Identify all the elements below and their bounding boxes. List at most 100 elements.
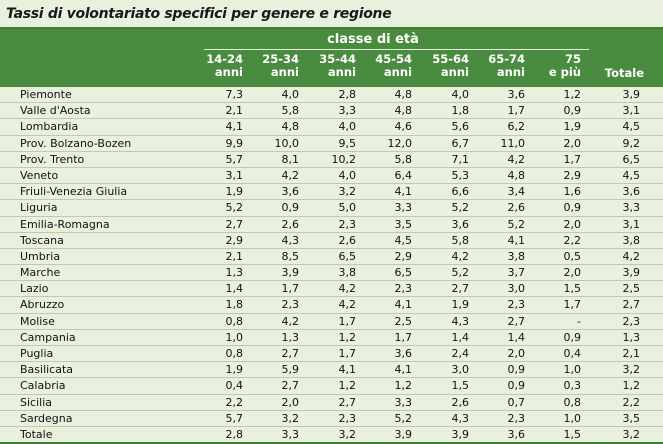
table-cell: 2,8 [338,88,357,101]
table-cell: 3,9 [394,427,413,441]
cell-total: 2,7 [622,298,641,312]
table-cell: 4,2 [338,282,357,296]
table-cell: 1,3 [281,330,300,344]
region-name: Piemonte [20,88,72,101]
table-cell: 5,3 [451,168,470,182]
table-cell: 4,2 [338,298,357,312]
cell-total: 3,1 [622,217,641,231]
table-header: classe di età 14-24 anni 25-34 anni 35-44 ann… [0,29,663,87]
table-cell: 2,9 [225,233,244,247]
table-cell: 10,2 [331,152,357,166]
table-cell: 1,7 [281,282,300,296]
table-cell: 1,7 [563,298,582,312]
table-cell: 4,8 [394,88,413,101]
table-cell: 5,2 [451,201,470,215]
table-cell: 2,0 [563,217,582,231]
column-header-6: 75 e più [525,53,581,79]
table-cell: 2,6 [451,395,470,409]
table-cell: 4,0 [281,88,300,101]
table-cell: 2,1 [225,249,244,263]
table-cell: 1,9 [563,120,582,134]
table-cell: 3,6 [394,347,413,360]
cell-total: 2,5 [622,282,641,296]
cell-total: 4,5 [622,120,641,134]
table-cell: 0,3 [563,379,582,393]
region-name: Calabria [20,379,66,393]
region-name: Totale [20,427,53,441]
region-name: Emilia-Romagna [20,217,110,231]
table-cell: 7,3 [225,88,244,101]
cell-total: 3,8 [622,233,641,247]
cell-total: 2,2 [622,395,641,409]
column-header-3: 45-54 anni [356,53,412,79]
region-name: Umbria [20,249,61,263]
table-cell: 6,7 [451,136,470,150]
cell-total: 3,1 [622,104,641,118]
table-cell: 3,5 [394,217,413,231]
table-cell: 2,3 [281,298,300,312]
table-row: Lombardia 4,1 4,8 4,0 4,6 5,6 6,2 1,9 4,5 [0,119,663,136]
table-cell: 3,6 [507,88,526,101]
table-cell: 5,6 [451,120,470,134]
table-cell: 3,3 [338,104,357,118]
table-cell: 6,2 [507,120,526,134]
column-header-line2: anni [383,65,412,79]
table-cell: 4,2 [507,152,526,166]
region-name: Prov. Bolzano-Bozen [20,136,132,150]
table-cell: 3,3 [394,201,413,215]
column-header-line2: anni [270,65,299,79]
table-cell: 5,0 [338,201,357,215]
table-row: Emilia-Romagna 2,7 2,6 2,3 3,5 3,6 5,2 2,0 3,1 [0,217,663,233]
column-header-0: 14-24 anni [187,53,243,79]
age-group-header: classe di età [327,32,419,47]
region-name: Sicilia [20,395,52,409]
table-cell: 4,3 [451,411,470,425]
table-cell: 2,8 [225,427,244,441]
table-row: Totale 2,8 3,3 3,2 3,9 3,9 3,6 1,5 3,2 [0,427,663,444]
table-cell: 8,1 [281,152,300,166]
column-header-line1: 14-24 [206,52,243,66]
table-cell: 2,9 [563,168,582,182]
table-cell: 1,9 [225,185,244,199]
table-row: Basilicata 1,9 5,9 4,1 4,1 3,0 0,9 1,0 3,2 [0,362,663,379]
table-cell: 1,2 [563,88,582,101]
table-row: Campania 1,0 1,3 1,2 1,7 1,4 1,4 0,9 1,3 [0,330,663,346]
table-cell: 4,6 [394,120,413,134]
table-cell: 1,6 [563,185,582,199]
column-header-2: 35-44 anni [300,53,356,79]
table-cell: 1,7 [338,347,357,360]
cell-total: 1,2 [622,379,641,393]
table-cell: 4,1 [394,185,413,199]
table-cell: 10,0 [274,136,300,150]
table-row: Valle d'Aosta 2,1 5,8 3,3 4,8 1,8 1,7 0,9 3,1 [0,103,663,120]
table-cell: 2,3 [394,282,413,296]
table-cell: 4,1 [394,363,413,377]
table-cell: 3,3 [281,427,300,441]
table-cell: 4,1 [338,363,357,377]
table-cell: 4,0 [338,168,357,182]
table-cell: 3,1 [225,168,244,182]
table-cell: 9,5 [338,136,357,150]
table-cell: 1,3 [225,266,244,280]
table-cell: 0,5 [563,249,582,263]
column-header-line2: anni [214,65,243,79]
table-cell: 4,2 [451,249,470,263]
table-cell: 0,7 [507,395,526,409]
cell-total: 2,1 [622,347,641,360]
table-cell: 1,2 [338,379,357,393]
table-cell: 9,9 [225,136,244,150]
table-cell: 0,8 [225,347,244,360]
table-cell: 2,7 [338,395,357,409]
cell-total: 6,5 [622,152,641,166]
table-cell: - [577,314,581,328]
region-name: Basilicata [20,363,74,377]
column-header-line2: anni [496,65,525,79]
table-cell: 2,5 [394,314,413,328]
cell-total: 3,6 [622,185,641,199]
cell-total: 3,9 [622,266,641,280]
table-cell: 4,1 [225,120,244,134]
table-cell: 11,0 [500,136,526,150]
table-cell: 5,8 [451,233,470,247]
age-group-rule [204,49,589,50]
table-cell: 6,6 [451,185,470,199]
